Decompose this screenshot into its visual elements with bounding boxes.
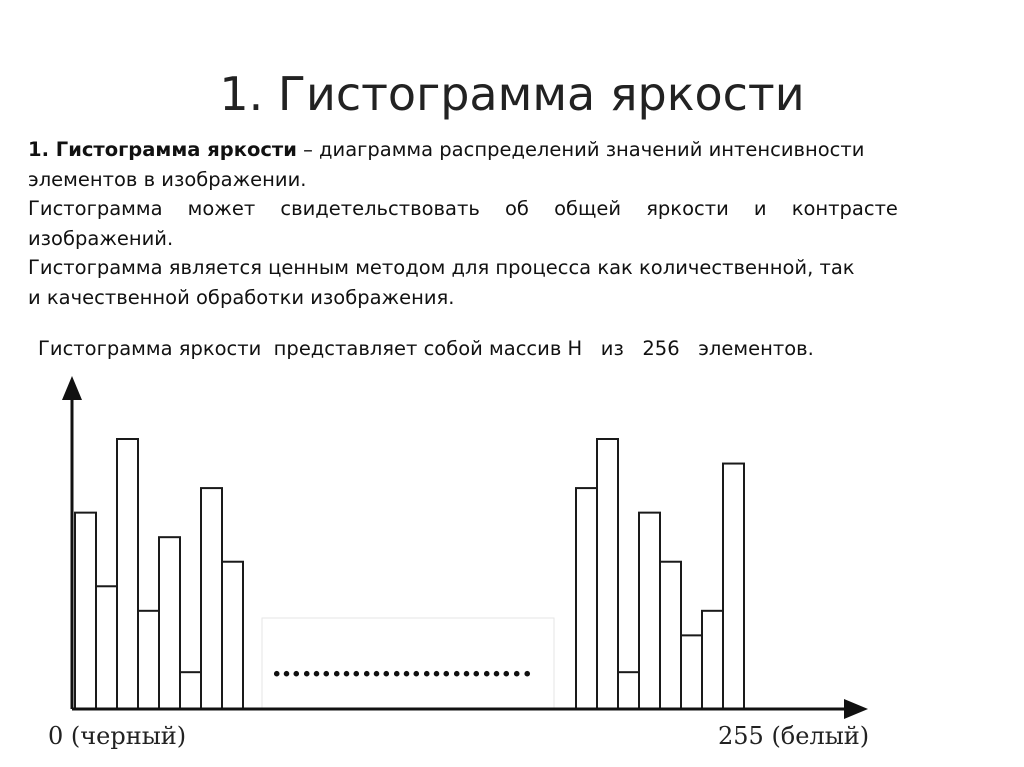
body-text: 1. Гистограмма яркости – диаграмма распр… xyxy=(28,135,898,312)
definition-term: 1. Гистограмма яркости xyxy=(28,138,297,161)
right-histogram-bar xyxy=(617,671,640,711)
brightness-histogram: …………………….. xyxy=(62,376,868,719)
right-histogram-bar xyxy=(596,438,619,710)
method-line-2: и качественной обработки изображения. xyxy=(28,285,455,309)
x-axis-end-label: 255 (белый) xyxy=(718,722,870,750)
left-histogram-bar xyxy=(179,671,202,711)
left-histogram-bar xyxy=(158,536,181,710)
left-histogram-bar xyxy=(221,560,244,710)
word: общей xyxy=(554,197,622,220)
definition-line-1: 1. Гистограмма яркости – диаграмма распр… xyxy=(28,135,898,165)
word: об xyxy=(504,197,529,220)
word: Гистограмма xyxy=(28,197,163,220)
right-histogram-bar xyxy=(680,634,703,711)
word: и xyxy=(753,197,767,220)
method-line-1: Гистограмма является ценным методом для … xyxy=(28,256,855,279)
brightness-contrast-line: Гистограмма может свидетельствовать об о… xyxy=(28,194,898,224)
array-summary: Гистограмма яркости представляет собой м… xyxy=(38,337,814,360)
slide-title: 1. Гистограмма яркости xyxy=(219,67,805,121)
right-histogram-bar xyxy=(659,560,682,710)
right-histogram-bar xyxy=(638,511,661,710)
left-histogram-bar xyxy=(137,609,160,710)
word: может xyxy=(187,197,256,220)
right-histogram-bar xyxy=(575,487,598,710)
right-histogram-bar xyxy=(701,609,724,710)
word: свидетельствовать xyxy=(280,197,480,220)
word: контрасте xyxy=(791,197,898,220)
left-histogram-bar xyxy=(95,585,118,710)
y-axis-arrow-icon xyxy=(62,376,82,400)
left-histogram-bar xyxy=(74,511,97,710)
definition-line-2: элементов в изображении. xyxy=(28,167,307,191)
word: яркости xyxy=(646,197,729,220)
right-histogram-bar xyxy=(722,462,745,710)
images-line: изображений. xyxy=(28,226,174,250)
left-histogram-bar xyxy=(200,487,223,710)
definition-rest: – диаграмма распределений значений интен… xyxy=(296,138,865,161)
x-axis-arrow-icon xyxy=(844,699,868,719)
gap-ellipsis: …………………….. xyxy=(272,649,533,684)
left-histogram-bar xyxy=(116,438,139,710)
x-axis-start-label: 0 (черный) xyxy=(48,722,187,750)
